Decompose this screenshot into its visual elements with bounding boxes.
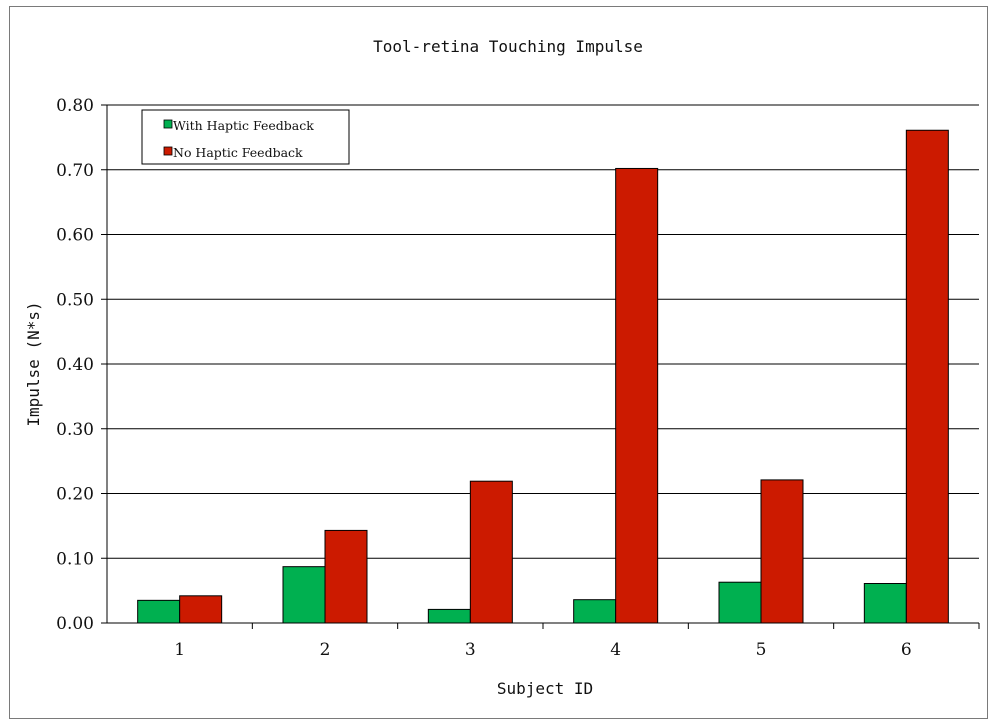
legend-swatch-no-haptic	[163, 146, 173, 156]
bar-with-haptic	[427, 608, 471, 624]
x-axis-label: Subject ID	[497, 679, 593, 698]
bar-with-haptic	[863, 583, 907, 624]
legend: With Haptic Feedback No Haptic Feedback	[141, 109, 350, 165]
bar-with-haptic	[282, 566, 326, 624]
bars	[137, 129, 949, 624]
bar-no-haptic	[905, 129, 949, 624]
y-tick-label: 0.30	[56, 420, 94, 440]
y-tick-label: 0.40	[56, 355, 94, 375]
bar-no-haptic	[179, 595, 223, 624]
y-tick-labels: 0.00 0.10 0.20 0.30 0.40 0.50 0.60 0.70 0.80	[56, 96, 107, 634]
y-tick-label: 0.70	[56, 161, 94, 181]
gridlines	[107, 104, 979, 559]
y-tick-label: 0.00	[56, 614, 94, 634]
x-tick-label: 6	[901, 640, 912, 660]
y-tick-label: 0.50	[56, 290, 94, 310]
bar-no-haptic	[615, 167, 659, 624]
y-tick-label: 0.60	[56, 226, 94, 246]
legend-box	[141, 109, 350, 165]
y-tick-label: 0.80	[56, 96, 94, 116]
y-tick-label: 0.10	[56, 549, 94, 569]
x-tick-label: 3	[465, 640, 476, 660]
bar-no-haptic	[324, 529, 368, 624]
x-tick-labels: 1 2 3 4 5 6	[174, 623, 980, 660]
legend-label-no-haptic: No Haptic Feedback	[173, 145, 303, 160]
bar-no-haptic	[760, 479, 804, 624]
x-tick-label: 4	[610, 640, 621, 660]
chart-title: Tool-retina Touching Impulse	[373, 37, 643, 56]
y-tick-label: 0.20	[56, 485, 94, 505]
x-tick-label: 1	[174, 640, 185, 660]
bar-with-haptic	[137, 599, 181, 624]
legend-swatch-with-haptic	[163, 119, 173, 129]
bar-no-haptic	[469, 480, 513, 624]
legend-label-with-haptic: With Haptic Feedback	[173, 118, 314, 133]
x-tick-label: 5	[756, 640, 767, 660]
x-tick-label: 2	[320, 640, 331, 660]
y-axis-label: Impulse (N*s)	[24, 301, 43, 426]
bar-with-haptic	[718, 581, 762, 624]
bar-with-haptic	[573, 599, 617, 624]
